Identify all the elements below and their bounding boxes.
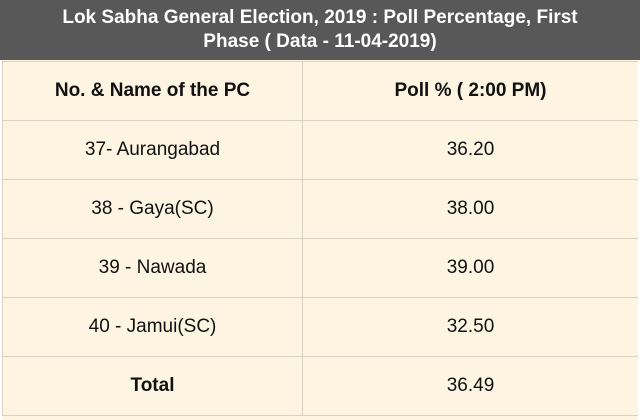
poll-percent-cell: 32.50 — [302, 297, 639, 357]
constituency-cell: 38 - Gaya(SC) — [2, 179, 303, 239]
poll-percent-cell: 39.00 — [302, 238, 639, 298]
poll-percentage-table: No. & Name of the PC Poll % ( 2:00 PM) 3… — [2, 61, 639, 416]
poll-percent-cell: 38.00 — [302, 179, 639, 239]
header-constituency: No. & Name of the PC — [2, 61, 303, 121]
left-edge-divider — [0, 60, 2, 420]
total-value-cell: 36.49 — [302, 356, 639, 416]
right-edge-divider — [638, 60, 640, 420]
constituency-cell: 39 - Nawada — [2, 238, 303, 298]
table-row: 38 - Gaya(SC) 38.00 — [2, 179, 639, 239]
table-title-bar: Lok Sabha General Election, 2019 : Poll … — [0, 0, 640, 60]
table-header-row: No. & Name of the PC Poll % ( 2:00 PM) — [2, 61, 639, 121]
table-row: 37- Aurangabad 36.20 — [2, 120, 639, 180]
table-total-row: Total 36.49 — [2, 356, 639, 416]
table-title-line-2: Phase ( Data - 11-04-2019) — [203, 31, 437, 52]
constituency-cell: 40 - Jamui(SC) — [2, 297, 303, 357]
poll-percent-cell: 36.20 — [302, 120, 639, 180]
constituency-cell: 37- Aurangabad — [2, 120, 303, 180]
table-title-line-1: Lok Sabha General Election, 2019 : Poll … — [62, 7, 578, 28]
table-row: 39 - Nawada 39.00 — [2, 238, 639, 298]
total-label-cell: Total — [2, 356, 303, 416]
header-poll-percent: Poll % ( 2:00 PM) — [302, 61, 639, 121]
table-row: 40 - Jamui(SC) 32.50 — [2, 297, 639, 357]
